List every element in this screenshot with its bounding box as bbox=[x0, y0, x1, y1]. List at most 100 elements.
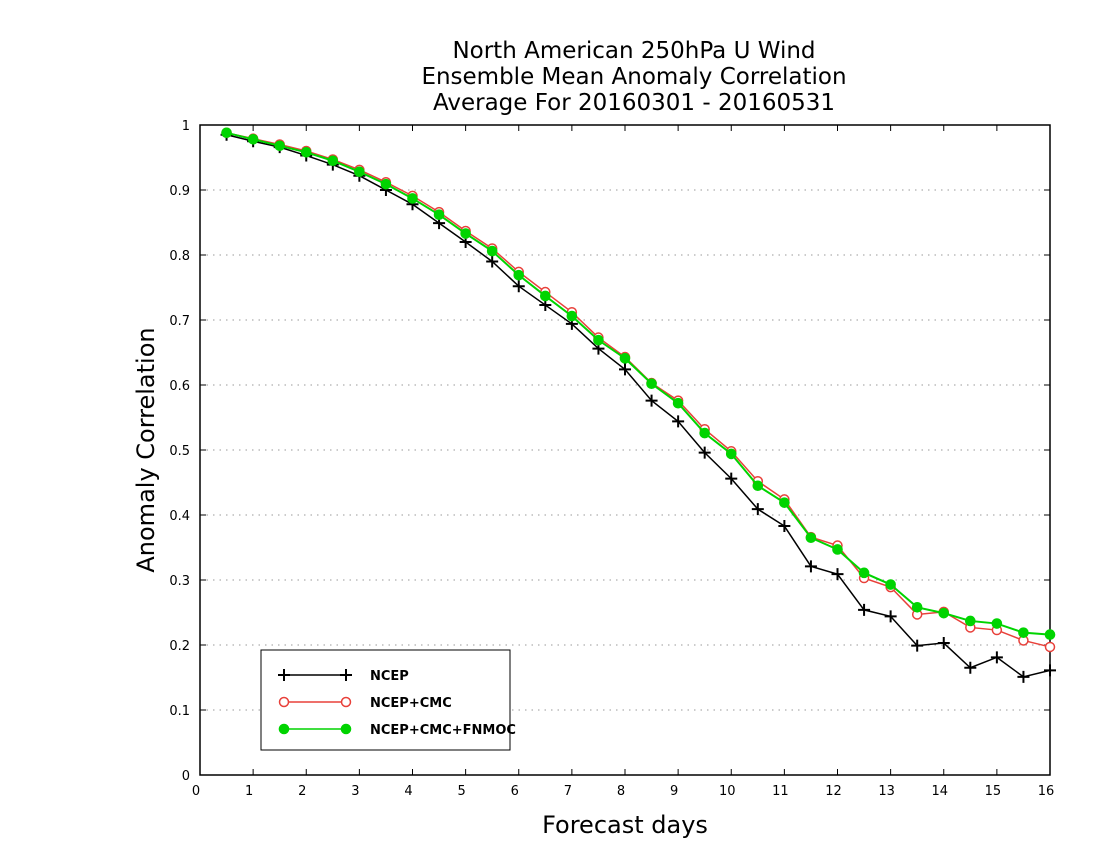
data-point bbox=[221, 127, 232, 139]
data-point bbox=[1044, 664, 1056, 677]
legend-label: NCEP+CMC+FNMOC bbox=[370, 723, 516, 738]
series-ncep bbox=[220, 128, 1056, 683]
legend-marker bbox=[278, 723, 290, 735]
data-point bbox=[725, 448, 737, 460]
y-tick-label: 1 bbox=[182, 119, 190, 134]
y-tick-label: 0.3 bbox=[169, 574, 190, 589]
data-point bbox=[885, 579, 896, 590]
data-point bbox=[566, 310, 578, 322]
data-point bbox=[274, 140, 285, 152]
title-line-1: North American 250hPa U Wind bbox=[452, 38, 815, 64]
data-point bbox=[460, 228, 471, 239]
data-point bbox=[433, 209, 445, 220]
legend-marker bbox=[278, 696, 290, 708]
data-point bbox=[1044, 641, 1056, 653]
legend-label: NCEP+CMC bbox=[370, 696, 452, 711]
x-tick-label: 10 bbox=[719, 784, 736, 799]
data-point bbox=[991, 618, 1003, 629]
data-point bbox=[513, 269, 525, 281]
x-tick-label: 0 bbox=[192, 784, 200, 799]
y-tick-label: 0.5 bbox=[169, 444, 190, 459]
x-tick-label: 15 bbox=[985, 784, 1002, 799]
data-point bbox=[778, 520, 791, 533]
legend-marker bbox=[278, 669, 290, 681]
data-point bbox=[512, 280, 525, 293]
y-tick-label: 0.8 bbox=[169, 249, 190, 264]
x-tick-label: 5 bbox=[457, 784, 465, 799]
legend-marker bbox=[340, 696, 352, 708]
y-axis: 0 0.1 0.2 0.3 0.4 0.5 0.6 0.7 0.8 0.9 1 bbox=[169, 119, 1050, 784]
data-point bbox=[965, 615, 976, 627]
x-tick-label: 4 bbox=[404, 784, 412, 799]
y-tick-label: 0 bbox=[182, 769, 190, 784]
data-point bbox=[751, 503, 764, 516]
data-point bbox=[752, 480, 764, 492]
data-point bbox=[804, 560, 817, 573]
data-point bbox=[805, 532, 817, 544]
y-tick-label: 0.9 bbox=[169, 184, 190, 199]
data-point bbox=[646, 378, 657, 390]
data-point bbox=[354, 166, 365, 178]
data-point bbox=[858, 567, 870, 579]
series-line bbox=[226, 131, 1051, 636]
data-point bbox=[698, 446, 711, 459]
grid bbox=[200, 189, 1050, 711]
data-point bbox=[990, 651, 1003, 664]
data-point bbox=[327, 155, 339, 167]
legend: NCEP NCEP+CMC NCEP+CMC+FNMOC bbox=[260, 649, 516, 751]
data-point bbox=[911, 602, 923, 613]
legend-marker bbox=[340, 723, 352, 735]
x-tick-label: 14 bbox=[931, 784, 948, 799]
legend-item: NCEP+CMC bbox=[278, 696, 452, 711]
y-axis-label: Anomaly Correlation bbox=[132, 327, 160, 572]
data-point bbox=[884, 610, 897, 623]
series-line bbox=[226, 132, 1051, 648]
data-point bbox=[831, 568, 844, 581]
title-line-3: Average For 20160301 - 20160531 bbox=[433, 90, 835, 116]
data-point bbox=[486, 255, 499, 268]
legend-marker bbox=[340, 669, 352, 681]
x-tick-label: 16 bbox=[1038, 784, 1055, 799]
y-tick-label: 0.4 bbox=[169, 509, 190, 524]
data-point bbox=[540, 290, 551, 302]
data-point bbox=[1017, 670, 1030, 683]
series-line bbox=[226, 134, 1051, 678]
x-tick-label: 13 bbox=[878, 784, 895, 799]
data-point bbox=[937, 637, 950, 650]
x-tick-label: 2 bbox=[298, 784, 306, 799]
x-axis-label: Forecast days bbox=[542, 811, 708, 839]
x-tick-label: 8 bbox=[617, 784, 625, 799]
data-point bbox=[725, 472, 738, 485]
legend-label: NCEP bbox=[370, 669, 409, 684]
x-tick-label: 6 bbox=[511, 784, 519, 799]
data-point bbox=[832, 544, 843, 555]
data-point bbox=[1018, 627, 1029, 638]
data-point bbox=[964, 661, 977, 674]
x-tick-label: 11 bbox=[772, 784, 789, 799]
y-tick-label: 0.1 bbox=[169, 704, 190, 719]
data-point bbox=[1044, 629, 1056, 640]
legend-item: NCEP+CMC+FNMOC bbox=[278, 723, 516, 738]
data-point bbox=[380, 178, 392, 190]
series-ncep-cmc-fnmoc bbox=[221, 127, 1056, 640]
data-point bbox=[407, 193, 418, 204]
y-tick-label: 0.2 bbox=[169, 639, 190, 654]
series-layer bbox=[220, 127, 1056, 683]
data-point bbox=[938, 607, 950, 619]
x-tick-label: 1 bbox=[245, 784, 253, 799]
x-tick-label: 9 bbox=[670, 784, 678, 799]
data-point bbox=[672, 397, 684, 409]
x-tick-label: 7 bbox=[564, 784, 572, 799]
series-ncep-cmc bbox=[221, 127, 1056, 653]
data-point bbox=[699, 427, 710, 439]
data-point bbox=[911, 639, 924, 652]
data-point bbox=[779, 497, 790, 508]
legend-item: NCEP bbox=[278, 669, 409, 684]
data-point bbox=[486, 245, 498, 257]
data-point bbox=[593, 334, 604, 346]
data-point bbox=[619, 363, 631, 376]
data-point bbox=[247, 134, 259, 145]
data-point bbox=[858, 603, 871, 616]
